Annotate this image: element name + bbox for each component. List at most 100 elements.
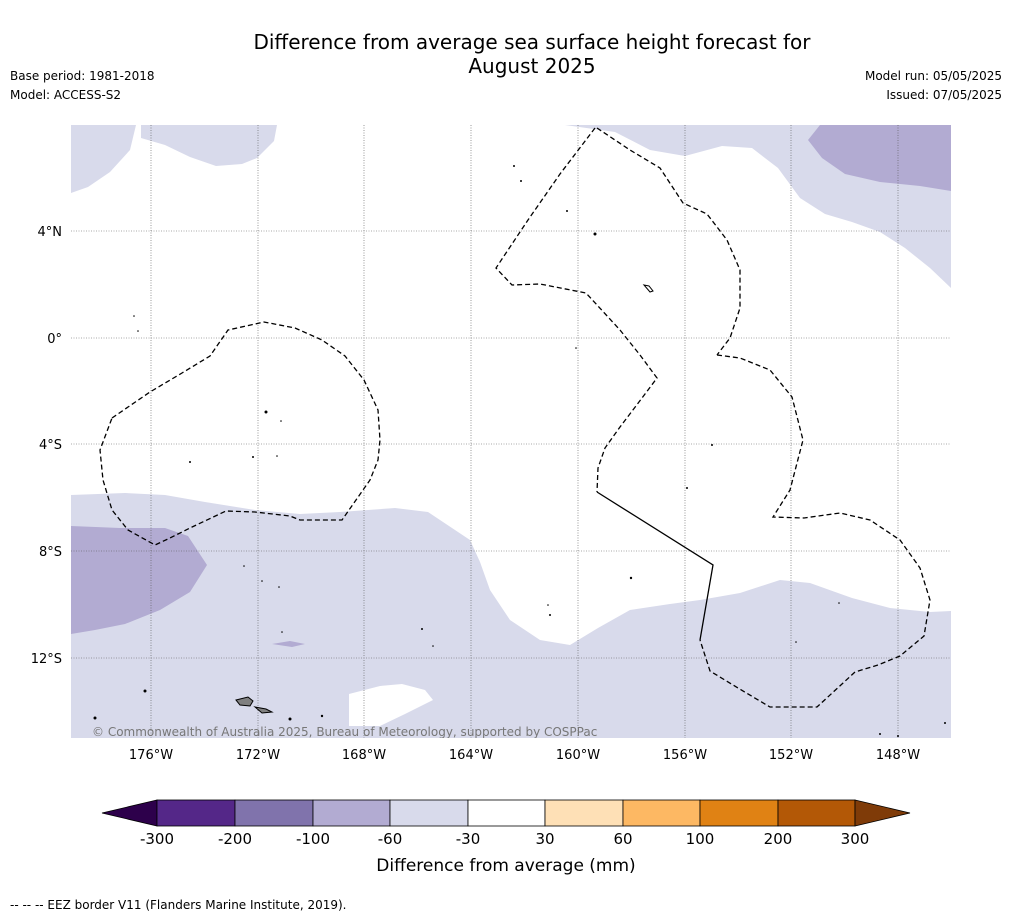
island-dot xyxy=(944,722,946,724)
eez-footnote: -- -- -- EEZ border V11 (Flanders Marine… xyxy=(10,898,347,912)
copyright-text: © Commonwealth of Australia 2025, Bureau… xyxy=(92,725,597,739)
colorbar-tick-label: 100 xyxy=(686,830,715,848)
model-run-text: Model run: 05/05/2025 xyxy=(864,69,1002,83)
map-title: Difference from average sea surface heig… xyxy=(0,30,1011,78)
colorbar-bin xyxy=(156,799,236,827)
lon-label: 168°W xyxy=(342,748,386,763)
eez-border-east xyxy=(699,354,931,708)
colorbar-tick-label: 30 xyxy=(535,830,554,848)
lon-label: 164°W xyxy=(449,748,493,763)
metadata-right: Model run: 05/05/2025 Issued: 07/05/2025 xyxy=(865,67,1002,105)
colorbar-bin xyxy=(389,799,469,827)
island-dot xyxy=(711,444,713,446)
lat-label: 4°S xyxy=(39,438,62,453)
colorbar xyxy=(101,799,911,827)
island-dot xyxy=(288,717,292,721)
colorbar-bin xyxy=(622,799,701,827)
island-dot xyxy=(276,455,278,457)
anomaly-region-north-top xyxy=(141,125,277,166)
colorbar-tick-label: -100 xyxy=(296,830,330,848)
island-dot xyxy=(261,580,263,582)
lon-label: 176°W xyxy=(129,748,173,763)
anomaly-spot-dark xyxy=(272,641,305,647)
island-dot xyxy=(795,641,797,643)
island-dot xyxy=(547,604,549,606)
island-dot xyxy=(432,645,434,647)
island-dot xyxy=(189,461,191,463)
island-dot xyxy=(879,733,881,735)
colorbar-tick-label: -60 xyxy=(378,830,403,848)
island-dot xyxy=(549,614,551,616)
base-period-text: Base period: 1981-2018 xyxy=(10,69,155,83)
colorbar-tick-label: 300 xyxy=(841,830,870,848)
lon-label: 160°W xyxy=(556,748,600,763)
gap-region-south xyxy=(349,684,433,726)
issued-text: Issued: 07/05/2025 xyxy=(886,88,1002,102)
map-title-line2: August 2025 xyxy=(468,54,596,78)
colorbar-tick-label: -300 xyxy=(140,830,174,848)
lon-label: 172°W xyxy=(236,748,280,763)
island-dot xyxy=(264,410,268,414)
island-dot xyxy=(280,420,282,422)
colorbar-ticks: -300 -200 -100 -60 -30 30 60 100 200 300 xyxy=(140,830,869,848)
map-title-line1: Difference from average sea surface heig… xyxy=(253,30,811,54)
lon-label: 152°W xyxy=(769,748,813,763)
colorbar-bin xyxy=(544,799,624,827)
eez-border-upper-north xyxy=(596,127,741,356)
island-dot xyxy=(629,576,633,580)
colorbar-bin xyxy=(699,799,779,827)
lat-label: 12°S xyxy=(31,652,62,667)
lat-label: 4°N xyxy=(38,225,63,240)
colorbar-extend-high xyxy=(854,799,911,827)
colorbar-extend-low xyxy=(101,799,158,827)
graticule xyxy=(71,125,951,738)
island-dot xyxy=(137,330,139,332)
island-dot xyxy=(897,735,899,737)
lon-label: 156°W xyxy=(663,748,707,763)
colorbar-tick-label: 60 xyxy=(613,830,632,848)
colorbar-bin xyxy=(467,799,546,827)
latitude-labels: 4°N 0° 4°S 8°S 12°S xyxy=(31,225,62,667)
island-dot xyxy=(278,586,280,588)
colorbar-bin xyxy=(234,799,314,827)
anomaly-region-south xyxy=(71,493,951,738)
eez-borders xyxy=(99,127,931,708)
island-dot xyxy=(93,716,97,720)
island-dot xyxy=(252,456,254,458)
island-dot xyxy=(133,315,135,317)
island-dot xyxy=(421,628,423,630)
colorbar-bin xyxy=(312,799,391,827)
colorbar-tick-label: -200 xyxy=(218,830,252,848)
island-dot xyxy=(281,631,283,633)
lat-label: 8°S xyxy=(39,545,62,560)
colorbar-label: Difference from average (mm) xyxy=(376,856,635,876)
anomaly-region-sw-dark xyxy=(71,526,207,634)
island-dot xyxy=(243,565,245,567)
island-dot xyxy=(566,210,568,212)
eez-border-central xyxy=(495,127,658,493)
lat-label: 0° xyxy=(47,332,62,347)
colorbar-tick-label: -30 xyxy=(456,830,481,848)
island-samoa-upolu xyxy=(235,696,254,707)
island-dot xyxy=(838,602,840,604)
islands xyxy=(93,165,946,737)
map-panel: © Commonwealth of Australia 2025, Bureau… xyxy=(71,125,951,739)
model-text: Model: ACCESS-S2 xyxy=(10,88,122,102)
lon-label: 148°W xyxy=(876,748,920,763)
island-dot xyxy=(520,180,522,182)
eez-border-line-south xyxy=(596,491,714,641)
colorbar-bin xyxy=(777,799,856,827)
island-christmas xyxy=(642,284,654,293)
island-dot xyxy=(320,714,324,718)
metadata-left: Base period: 1981-2018 Model: ACCESS-S2 xyxy=(10,67,155,105)
island-samoa-tutuila xyxy=(253,706,274,714)
island-dot xyxy=(143,689,147,693)
anomaly-region-ne-dark xyxy=(808,125,951,191)
longitude-labels: 176°W 172°W 168°W 164°W 160°W 156°W 152°… xyxy=(129,748,920,763)
island-dot xyxy=(513,165,515,167)
anomaly-region-nw xyxy=(71,125,136,193)
island-dot xyxy=(686,487,688,489)
island-dot xyxy=(593,232,597,236)
island-dot xyxy=(575,347,577,349)
